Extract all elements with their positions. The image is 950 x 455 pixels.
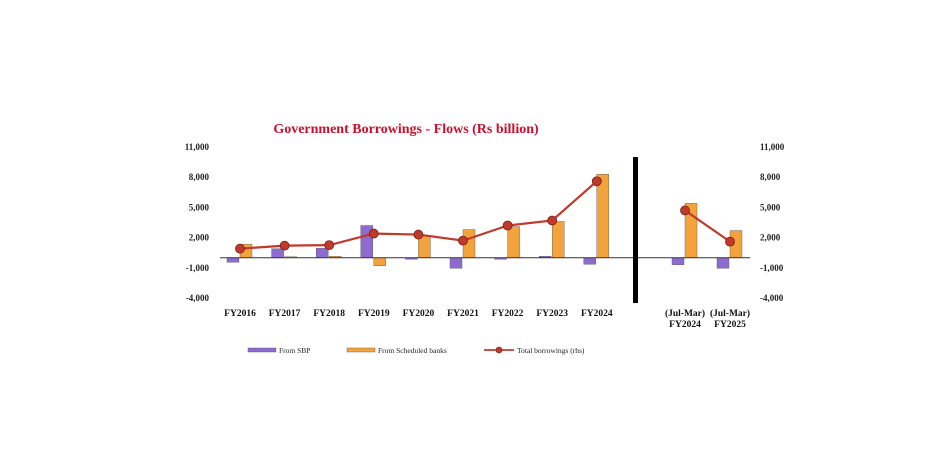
bar-from-scheduled-banks <box>596 173 609 258</box>
y-tick-label-left: 8,000 <box>189 172 210 182</box>
bar-from-scheduled-banks <box>373 257 386 266</box>
bar-from-sbp <box>316 247 329 258</box>
axes-group: 11,000 11,000 8,000 8,000 5,000 5,000 2,000 2,0… <box>185 142 785 330</box>
y-tick-label-right: -1,000 <box>760 263 784 273</box>
x-category-label: FY2023 <box>536 309 568 319</box>
period-separator <box>633 157 638 303</box>
bar-from-sbp <box>583 257 596 265</box>
y-tick-label-left: 2,000 <box>189 233 210 243</box>
total-borrowings-point <box>368 228 379 239</box>
y-tick-label-right: -4,000 <box>760 293 784 303</box>
x-category-label: FY2020 <box>403 309 435 319</box>
total-borrowings-point <box>502 220 513 231</box>
x-category-label: (Jul-Mar) <box>710 308 750 319</box>
total-borrowings-line-period <box>684 209 731 243</box>
bar-from-scheduled-banks <box>507 226 520 258</box>
legend-label-scheduled-banks: From Scheduled banks <box>378 346 447 355</box>
line-group <box>235 176 735 254</box>
y-tick-label-right: 11,000 <box>760 142 785 152</box>
total-borrowings-point <box>324 240 335 251</box>
y-tick-label-right: 5,000 <box>760 202 781 212</box>
total-borrowings-point <box>547 215 558 226</box>
x-category-label: FY2021 <box>447 309 479 319</box>
bar-from-sbp <box>671 257 685 265</box>
x-category-label: FY2024 <box>669 320 701 330</box>
x-category-label: FY2017 <box>269 309 301 319</box>
legend-swatch-scheduled-banks <box>346 347 376 353</box>
total-borrowings-point <box>235 243 245 254</box>
bars-group <box>226 173 743 269</box>
y-tick-label-right: 2,000 <box>760 233 781 243</box>
total-borrowings-point <box>725 236 735 247</box>
x-category-label: (Jul-Mar) <box>665 308 705 319</box>
y-tick-label-left: 11,000 <box>185 142 210 152</box>
chart-title: Government Borrowings - Flows (Rs billio… <box>273 122 539 137</box>
total-borrowings-point <box>591 176 602 187</box>
y-tick-label-left: -1,000 <box>186 263 210 273</box>
bar-from-sbp <box>716 257 730 269</box>
x-category-label: FY2022 <box>492 309 524 319</box>
total-borrowings-point <box>413 229 424 240</box>
x-category-label: FY2024 <box>581 309 613 319</box>
x-category-label: FY2016 <box>224 309 256 319</box>
legend-marker-total <box>495 346 503 354</box>
y-tick-label-left: -4,000 <box>186 293 210 303</box>
total-borrowings-point <box>680 205 690 216</box>
bar-from-sbp <box>449 257 463 269</box>
y-tick-label-left: 5,000 <box>189 202 210 212</box>
bar-from-scheduled-banks <box>552 221 565 258</box>
legend-label-sbp: From SBP <box>279 346 310 355</box>
total-borrowings-point <box>458 235 468 246</box>
legend-swatch-sbp <box>247 347 277 353</box>
legend: From SBP From Scheduled banks Total borrow… <box>247 346 585 355</box>
x-category-label: FY2019 <box>358 309 390 319</box>
x-category-label: FY2025 <box>714 320 746 330</box>
y-tick-label-right: 8,000 <box>760 172 781 182</box>
total-borrowings-point <box>279 240 290 251</box>
x-category-label: FY2018 <box>313 309 345 319</box>
bar-from-sbp <box>271 248 284 258</box>
bar-from-sbp <box>226 257 240 263</box>
legend-label-total: Total borrowings (rhs) <box>517 346 585 355</box>
